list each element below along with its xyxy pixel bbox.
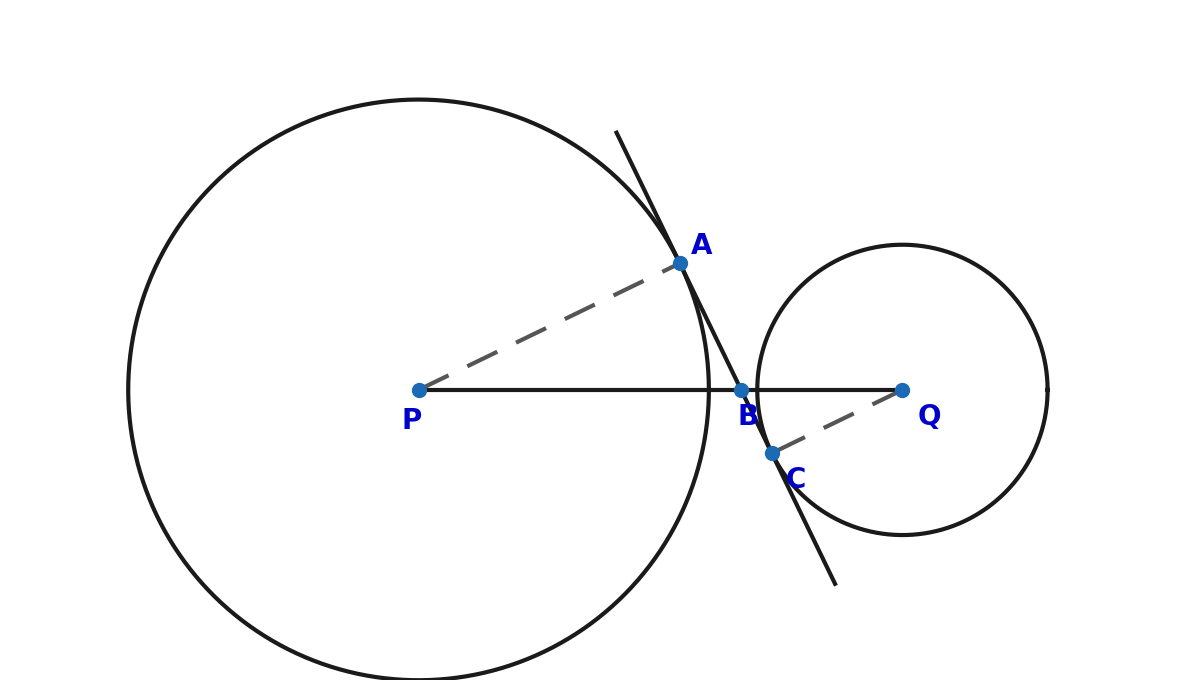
Text: B: B bbox=[738, 402, 758, 430]
Point bbox=[762, 447, 781, 458]
Point bbox=[409, 385, 428, 395]
Point bbox=[671, 258, 690, 269]
Point bbox=[893, 385, 912, 395]
Text: A: A bbox=[691, 232, 713, 260]
Point bbox=[732, 385, 751, 395]
Text: P: P bbox=[401, 407, 421, 435]
Text: Q: Q bbox=[917, 402, 941, 430]
Text: C: C bbox=[786, 466, 806, 494]
